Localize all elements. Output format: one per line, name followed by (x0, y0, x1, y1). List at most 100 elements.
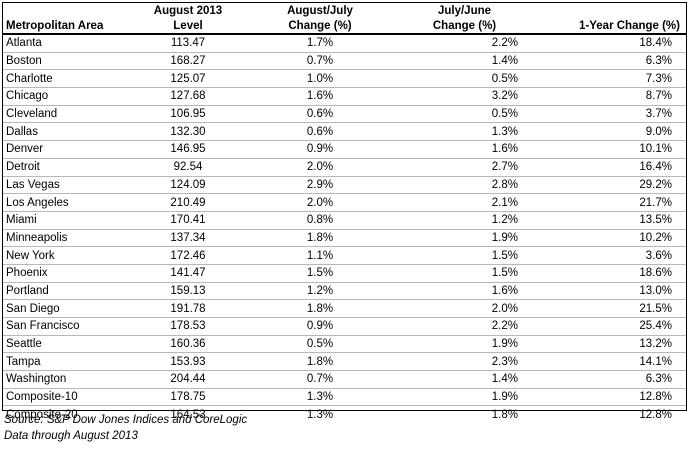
header-yoy-top (542, 3, 686, 18)
cell-level: 92.54 (123, 158, 253, 177)
cell-aug-jul-change: 0.6% (253, 122, 387, 142)
cell-one-year-change: 12.8% (542, 388, 686, 407)
cell-jul-jun-change: 1.3% (387, 122, 542, 142)
table-row: Washington 204.44 0.7% 1.4% 6.3% (3, 370, 686, 389)
cell-aug-jul-change: 2.0% (253, 193, 387, 212)
cell-aug-jul-change: 1.5% (253, 264, 387, 283)
cell-level: 153.93 (123, 352, 253, 372)
cell-area: Seattle (3, 335, 123, 354)
cell-jul-jun-change: 1.9% (387, 335, 542, 354)
cell-one-year-change: 29.2% (542, 176, 686, 195)
cell-aug-jul-change: 0.7% (253, 52, 387, 71)
cell-area: Charlotte (3, 69, 123, 89)
cell-aug-jul-change: 2.0% (253, 158, 387, 177)
cell-area: Denver (3, 140, 123, 159)
cell-level: 159.13 (123, 282, 253, 301)
cell-one-year-change: 3.7% (542, 105, 686, 124)
cell-jul-jun-change: 2.8% (387, 176, 542, 195)
cell-level: 127.68 (123, 87, 253, 106)
cell-level: 191.78 (123, 299, 253, 318)
table-row: San Diego 191.78 1.8% 2.0% 21.5% (3, 299, 686, 318)
cell-level: 141.47 (123, 264, 253, 283)
cell-area: San Francisco (3, 317, 123, 336)
cell-area: Detroit (3, 158, 123, 177)
cell-area: New York (3, 246, 123, 265)
cell-level: 210.49 (123, 193, 253, 212)
table-row: Composite-10 178.75 1.3% 1.9% 12.8% (3, 388, 686, 407)
cell-area: Cleveland (3, 105, 123, 124)
cell-level: 125.07 (123, 69, 253, 89)
cell-aug-jul-change: 0.7% (253, 370, 387, 389)
cell-area: Los Angeles (3, 193, 123, 212)
cell-area: Minneapolis (3, 229, 123, 248)
cell-area: Tampa (3, 352, 123, 372)
cell-jul-jun-change: 3.2% (387, 87, 542, 106)
cell-jul-jun-change: 1.6% (387, 282, 542, 301)
cell-area: Atlanta (3, 34, 123, 53)
cell-aug-jul-change: 0.6% (253, 105, 387, 124)
cell-jul-jun-change: 1.4% (387, 52, 542, 71)
cell-one-year-change: 10.1% (542, 140, 686, 159)
cell-jul-jun-change: 2.0% (387, 299, 542, 318)
home-price-table-frame: August 2013 August/July July/June Metrop… (2, 2, 687, 421)
header-augjul-change: Change (%) (253, 18, 387, 35)
cell-one-year-change: 3.6% (542, 246, 686, 265)
table-row: Portland 159.13 1.2% 1.6% 13.0% (3, 282, 686, 301)
table-row: Miami 170.41 0.8% 1.2% 13.5% (3, 211, 686, 230)
cell-level: 160.36 (123, 335, 253, 354)
cell-aug-jul-change: 1.3% (253, 388, 387, 407)
cell-jul-jun-change: 1.4% (387, 370, 542, 389)
cell-area: Portland (3, 282, 123, 301)
header-juljun-top: July/June (437, 5, 492, 17)
cell-level: 168.27 (123, 52, 253, 71)
cell-level: 137.34 (123, 229, 253, 248)
cell-one-year-change: 13.0% (542, 282, 686, 301)
table-row: New York 172.46 1.1% 1.5% 3.6% (3, 246, 686, 265)
table-row: Cleveland 106.95 0.6% 0.5% 3.7% (3, 105, 686, 124)
cell-area: Composite-10 (3, 388, 123, 407)
cell-area: San Diego (3, 299, 123, 318)
cell-jul-jun-change: 2.3% (387, 352, 542, 372)
cell-jul-jun-change: 2.2% (387, 34, 542, 53)
cell-jul-jun-change: 1.2% (387, 211, 542, 230)
cell-jul-jun-change: 1.5% (387, 246, 542, 265)
cell-jul-jun-change: 2.2% (387, 317, 542, 336)
cell-jul-jun-change: 2.7% (387, 158, 542, 177)
cell-jul-jun-change: 2.1% (387, 193, 542, 212)
table-row: Denver 146.95 0.9% 1.6% 10.1% (3, 140, 686, 159)
cell-aug-jul-change: 1.2% (253, 282, 387, 301)
cell-one-year-change: 18.4% (542, 34, 686, 53)
cell-jul-jun-change: 1.5% (387, 264, 542, 283)
cell-area: Boston (3, 52, 123, 71)
home-price-table: August 2013 August/July July/June Metrop… (3, 3, 686, 423)
cell-aug-jul-change: 1.8% (253, 229, 387, 248)
cell-area: Miami (3, 211, 123, 230)
data-through-note: Data through August 2013 (4, 429, 138, 442)
header-juljun-change: Change (%) (387, 18, 542, 35)
header-row-1: August 2013 August/July July/June (3, 3, 686, 18)
source-note: Source: S&P Dow Jones Indices and CoreLo… (4, 414, 248, 426)
table-row: Las Vegas 124.09 2.9% 2.8% 29.2% (3, 176, 686, 195)
cell-level: 113.47 (123, 34, 253, 53)
header-level-top: August 2013 (153, 5, 223, 17)
cell-area: Chicago (3, 87, 123, 106)
cell-one-year-change: 13.5% (542, 211, 686, 230)
cell-jul-jun-change: 1.9% (387, 388, 542, 407)
cell-level: 170.41 (123, 211, 253, 230)
header-one-year-change: 1-Year Change (%) (542, 18, 686, 35)
cell-aug-jul-change: 1.0% (253, 69, 387, 89)
cell-one-year-change: 7.3% (542, 69, 686, 89)
cell-one-year-change: 12.8% (639, 408, 672, 421)
cell-area: Dallas (3, 122, 123, 142)
cell-one-year-change: 18.6% (542, 264, 686, 283)
cell-aug-jul-change: 1.3% (306, 408, 334, 421)
header-level: Level (123, 18, 253, 35)
cell-jul-jun-change: 1.8% (491, 408, 518, 421)
cell-one-year-change: 21.5% (542, 299, 686, 318)
cell-area: Composite-20 (6, 408, 78, 421)
cell-one-year-change: 6.3% (542, 370, 686, 389)
cell-level: 146.95 (123, 140, 253, 159)
header-augjul-top: August/July (287, 5, 353, 17)
table-row: Los Angeles 210.49 2.0% 2.1% 21.7% (3, 193, 686, 212)
cell-one-year-change: 21.7% (542, 193, 686, 212)
